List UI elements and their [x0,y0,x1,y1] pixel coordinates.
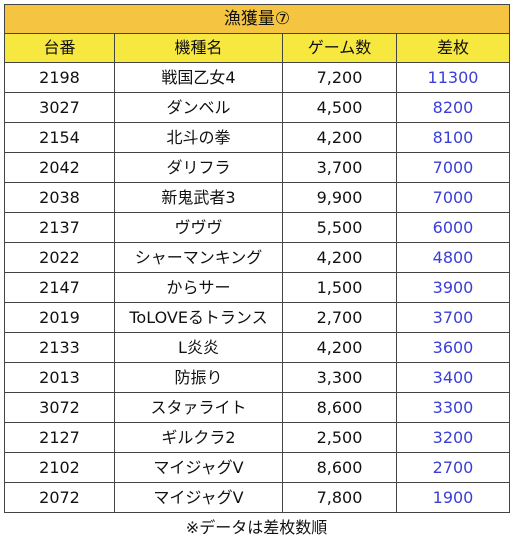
cell-coin-difference: 3300 [396,392,510,423]
cell-coin-difference: 3400 [396,362,510,393]
cell-machine-name: ダンベル [114,92,283,123]
cell-machine-number: 2154 [4,122,115,153]
table-row: 2102 マイジャグV 8,600 2700 [4,452,510,483]
cell-coin-difference: 8200 [396,92,510,123]
table-row: 2198 戦国乙女4 7,200 11300 [4,62,510,93]
cell-coin-difference: 3600 [396,332,510,363]
cell-machine-name: マイジャグV [114,452,283,483]
cell-machine-number: 3072 [4,392,115,423]
cell-machine-number: 2147 [4,272,115,303]
table-row: 3027 ダンベル 4,500 8200 [4,92,510,123]
cell-machine-name: ヴヴヴ [114,212,283,243]
table-row: 2038 新鬼武者3 9,900 7000 [4,182,510,213]
header-game-count: ゲーム数 [282,33,397,63]
table-row: 2013 防振り 3,300 3400 [4,362,510,393]
cell-coin-difference: 7000 [396,182,510,213]
table-title: 漁獲量⑦ [4,4,510,34]
cell-game-count: 9,900 [282,182,397,213]
cell-coin-difference: 3900 [396,272,510,303]
cell-machine-name: ダリフラ [114,152,283,183]
table-row: 2127 ギルクラ2 2,500 3200 [4,422,510,453]
cell-game-count: 5,500 [282,212,397,243]
cell-machine-number: 2038 [4,182,115,213]
cell-coin-difference: 11300 [396,62,510,93]
table-row: 2019 ToLOVEるトランス 2,700 3700 [4,302,510,333]
cell-coin-difference: 1900 [396,482,510,513]
cell-game-count: 3,700 [282,152,397,183]
cell-game-count: 3,300 [282,362,397,393]
cell-machine-name: ToLOVEるトランス [114,302,283,333]
cell-coin-difference: 2700 [396,452,510,483]
table-title-row: 漁獲量⑦ [4,4,510,34]
cell-game-count: 7,800 [282,482,397,513]
cell-machine-name: 戦国乙女4 [114,62,283,93]
cell-game-count: 7,200 [282,62,397,93]
cell-machine-number: 2133 [4,332,115,363]
cell-machine-name: スタァライト [114,392,283,423]
table-row: 2154 北斗の拳 4,200 8100 [4,122,510,153]
cell-machine-number: 2072 [4,482,115,513]
table-row: 2147 からサー 1,500 3900 [4,272,510,303]
cell-game-count: 4,200 [282,332,397,363]
results-table: 漁獲量⑦ 台番 機種名 ゲーム数 差枚 2198 戦国乙女4 7,200 113… [4,4,510,513]
table-row: 2072 マイジャグV 7,800 1900 [4,482,510,513]
cell-machine-number: 2198 [4,62,115,93]
cell-game-count: 4,200 [282,242,397,273]
cell-coin-difference: 3200 [396,422,510,453]
cell-machine-name: シャーマンキング [114,242,283,273]
cell-game-count: 4,200 [282,122,397,153]
sort-order-footnote: ※データは差枚数順 [185,518,328,537]
cell-coin-difference: 6000 [396,212,510,243]
table-row: 2137 ヴヴヴ 5,500 6000 [4,212,510,243]
cell-game-count: 8,600 [282,452,397,483]
header-machine-number: 台番 [4,33,115,63]
cell-machine-name: 防振り [114,362,283,393]
cell-machine-number: 2019 [4,302,115,333]
table-row: 2022 シャーマンキング 4,200 4800 [4,242,510,273]
header-machine-name: 機種名 [114,33,283,63]
cell-machine-number: 3027 [4,92,115,123]
cell-game-count: 2,700 [282,302,397,333]
cell-game-count: 1,500 [282,272,397,303]
cell-coin-difference: 8100 [396,122,510,153]
cell-machine-number: 2022 [4,242,115,273]
cell-machine-name: ギルクラ2 [114,422,283,453]
table-row: 2133 L炎炎 4,200 3600 [4,332,510,363]
cell-game-count: 2,500 [282,422,397,453]
cell-machine-name: L炎炎 [114,332,283,363]
cell-coin-difference: 4800 [396,242,510,273]
cell-machine-number: 2042 [4,152,115,183]
cell-machine-name: 新鬼武者3 [114,182,283,213]
cell-machine-name: マイジャグV [114,482,283,513]
cell-machine-number: 2137 [4,212,115,243]
cell-coin-difference: 3700 [396,302,510,333]
header-coin-difference: 差枚 [396,33,510,63]
cell-game-count: 8,600 [282,392,397,423]
cell-coin-difference: 7000 [396,152,510,183]
cell-machine-name: からサー [114,272,283,303]
results-table-container: 漁獲量⑦ 台番 機種名 ゲーム数 差枚 2198 戦国乙女4 7,200 113… [4,4,510,538]
cell-machine-number: 2013 [4,362,115,393]
cell-machine-name: 北斗の拳 [114,122,283,153]
cell-game-count: 4,500 [282,92,397,123]
cell-machine-number: 2127 [4,422,115,453]
cell-machine-number: 2102 [4,452,115,483]
table-header-row: 台番 機種名 ゲーム数 差枚 [4,33,510,63]
table-row: 2042 ダリフラ 3,700 7000 [4,152,510,183]
table-row: 3072 スタァライト 8,600 3300 [4,392,510,423]
